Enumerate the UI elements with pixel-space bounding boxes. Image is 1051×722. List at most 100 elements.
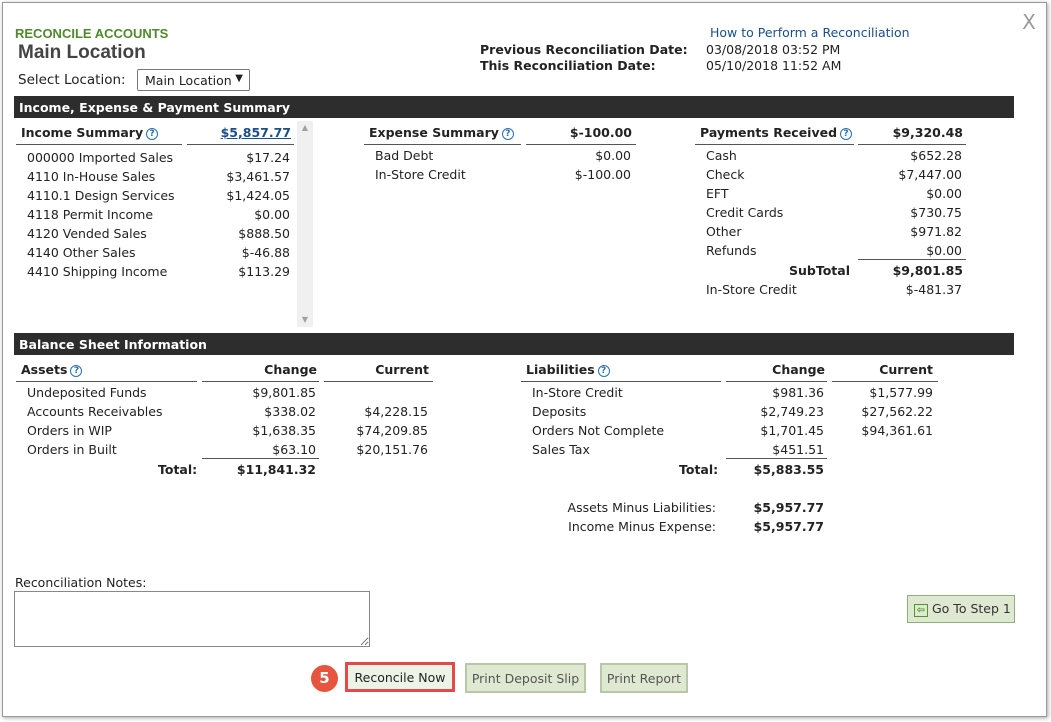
asset-row-label: Accounts Receivables: [27, 404, 163, 419]
liability-row-current: $94,361.61: [861, 423, 933, 438]
help-icon[interactable]: ?: [70, 365, 83, 377]
divider: [202, 381, 319, 382]
payments-header: Payments Received?: [700, 125, 853, 140]
print-deposit-slip-button[interactable]: Print Deposit Slip: [465, 663, 586, 693]
income-minus-expense-label: Income Minus Expense:: [568, 519, 716, 534]
print-report-button[interactable]: Print Report: [600, 663, 688, 693]
payment-row-label: Refunds: [706, 243, 757, 258]
payment-row-value: $0.00: [926, 186, 962, 201]
this-date-value: 05/10/2018 11:52 AM: [706, 58, 842, 73]
assets-current-header: Current: [375, 362, 429, 377]
liability-row-label: Deposits: [532, 404, 587, 419]
location-select-value: Main Location: [145, 73, 232, 88]
help-icon[interactable]: ?: [501, 128, 514, 140]
divider: [726, 381, 827, 382]
liabilities-change-header: Change: [772, 362, 825, 377]
income-row-value: $0.00: [254, 207, 290, 222]
payments-credit-label: In-Store Credit: [706, 282, 797, 297]
assets-change-header: Change: [264, 362, 317, 377]
divider: [695, 144, 854, 145]
liability-row-change: $2,749.23: [760, 404, 824, 419]
this-date-label: This Reconciliation Date:: [480, 58, 656, 73]
income-row-label: 4140 Other Sales: [27, 245, 136, 260]
divider: [16, 144, 182, 145]
liability-row-current: $27,562.22: [861, 404, 933, 419]
divider: [726, 458, 827, 459]
income-row-label: 4110 In-House Sales: [27, 169, 156, 184]
income-total-link[interactable]: $5,857.77: [220, 125, 291, 140]
payments-credit-value: $-481.37: [905, 282, 962, 297]
expense-row-value: $0.00: [595, 148, 631, 163]
payment-row-label: Credit Cards: [706, 205, 784, 220]
liabilities-total-label: Total:: [679, 462, 719, 477]
income-row-label: 000000 Imported Sales: [27, 150, 174, 165]
arrow-left-icon: ⇦: [914, 604, 928, 617]
help-icon[interactable]: ?: [840, 128, 853, 140]
expense-row-label: In-Store Credit: [375, 167, 466, 182]
payment-row-value: $730.75: [910, 205, 962, 220]
income-row-value: $888.50: [238, 226, 290, 241]
help-link[interactable]: How to Perform a Reconciliation: [710, 25, 910, 40]
income-scrollbar[interactable]: ▲ ▼: [297, 121, 313, 327]
divider: [324, 381, 433, 382]
help-icon[interactable]: ?: [597, 365, 610, 377]
expense-summary-header: Expense Summary?: [369, 125, 514, 140]
scroll-up-icon[interactable]: ▲: [301, 123, 309, 132]
divider: [364, 144, 521, 145]
prev-date-value: 03/08/2018 03:52 PM: [706, 42, 841, 57]
notes-label: Reconciliation Notes:: [15, 575, 147, 590]
asset-row-change: $63.10: [272, 442, 316, 457]
subtotal-value: $9,801.85: [892, 263, 963, 278]
help-icon[interactable]: ?: [146, 128, 159, 140]
asset-row-change: $1,638.35: [252, 423, 316, 438]
close-icon[interactable]: X: [1022, 10, 1036, 34]
payment-row-value: $0.00: [926, 243, 962, 258]
expense-row-label: Bad Debt: [375, 148, 434, 163]
liability-row-current: $1,577.99: [869, 385, 933, 400]
liability-row-label: Orders Not Complete: [532, 423, 665, 438]
asset-row-change: $9,801.85: [252, 385, 316, 400]
liabilities-header: Liabilities?: [526, 362, 610, 377]
income-row-label: 4120 Vended Sales: [27, 226, 147, 241]
income-row-value: $1,424.05: [226, 188, 290, 203]
payment-row-label: Cash: [706, 148, 737, 163]
liability-row-change: $1,701.45: [760, 423, 824, 438]
asset-row-current: $20,151.76: [356, 442, 428, 457]
asset-row-current: $4,228.15: [364, 404, 428, 419]
scroll-down-icon[interactable]: ▼: [301, 315, 309, 324]
expense-summary-title: Expense Summary: [369, 125, 499, 140]
liability-row-label: Sales Tax: [532, 442, 590, 457]
expense-total: $-100.00: [569, 125, 632, 140]
payment-row-label: EFT: [706, 186, 729, 201]
assets-minus-liabilities-label: Assets Minus Liabilities:: [567, 500, 716, 515]
income-minus-expense-value: $5,957.77: [753, 519, 824, 534]
location-select[interactable]: Main Location ▼: [137, 69, 250, 91]
divider: [526, 144, 636, 145]
payments-title: Payments Received: [700, 125, 838, 140]
liabilities-title: Liabilities: [526, 362, 595, 377]
step-badge: 5: [311, 665, 338, 692]
liabilities-total-value: $5,883.55: [753, 462, 824, 477]
income-summary-header: Income Summary?: [21, 125, 159, 140]
payment-row-value: $971.82: [910, 224, 962, 239]
expense-row-value: $-100.00: [574, 167, 631, 182]
asset-row-label: Undeposited Funds: [27, 385, 147, 400]
income-row-value: $17.24: [246, 150, 290, 165]
liability-row-label: In-Store Credit: [532, 385, 623, 400]
income-row-label: 4410 Shipping Income: [27, 264, 168, 279]
assets-header: Assets?: [21, 362, 83, 377]
payment-row-label: Check: [706, 167, 745, 182]
divider: [16, 381, 197, 382]
income-row-label: 4110.1 Design Services: [27, 188, 175, 203]
prev-date-label: Previous Reconciliation Date:: [480, 42, 688, 57]
asset-row-change: $338.02: [264, 404, 316, 419]
payment-row-value: $7,447.00: [898, 167, 962, 182]
payment-row-label: Other: [706, 224, 742, 239]
notes-textarea[interactable]: [14, 591, 370, 647]
reconcile-now-button[interactable]: Reconcile Now: [345, 662, 455, 692]
liability-row-change: $451.51: [772, 442, 824, 457]
divider: [187, 144, 294, 145]
assets-total-label: Total:: [158, 462, 198, 477]
go-to-step-1-button[interactable]: ⇦ Go To Step 1: [907, 595, 1015, 623]
summary-section-bar: Income, Expense & Payment Summary: [14, 96, 1014, 118]
